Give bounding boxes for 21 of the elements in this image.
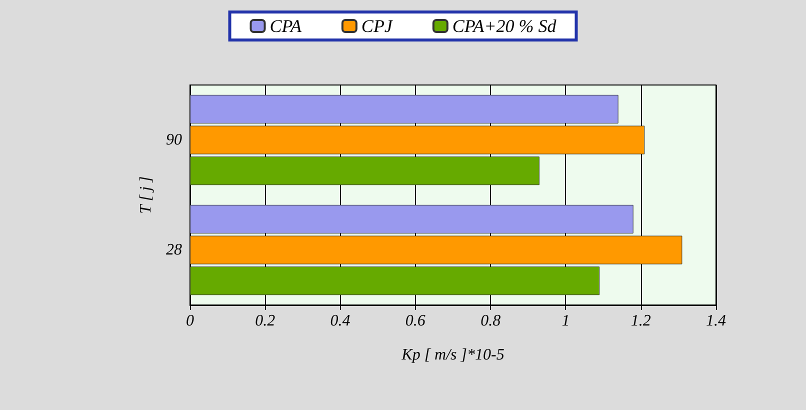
- x-tick-label: 1.4: [706, 312, 726, 330]
- x-tick-label: 0.8: [480, 312, 501, 330]
- x-tick-label: 1.2: [630, 312, 651, 330]
- y-axis-title: T [ j ]: [138, 176, 154, 214]
- y-tick-label: 90: [166, 132, 182, 148]
- x-axis-title: Kp [ m/s ]*10-5: [400, 346, 504, 364]
- bar: [190, 94, 618, 124]
- legend-label: CPA: [270, 16, 302, 36]
- x-tick-label: 0.6: [405, 312, 426, 330]
- bar: [190, 126, 645, 154]
- x-tick-label: 1: [562, 312, 570, 330]
- bar: [190, 204, 634, 234]
- x-tick-label: 0.2: [255, 312, 276, 330]
- y-tick-label: 28: [166, 242, 182, 258]
- bar: [190, 236, 682, 264]
- bar: [190, 156, 540, 186]
- legend-label: CPJ: [361, 16, 394, 36]
- x-tick-label: 0: [186, 312, 194, 330]
- legend-label: CPA+20 % Sd: [452, 16, 558, 36]
- x-tick-label: 0.4: [330, 312, 350, 330]
- bar: [190, 266, 600, 296]
